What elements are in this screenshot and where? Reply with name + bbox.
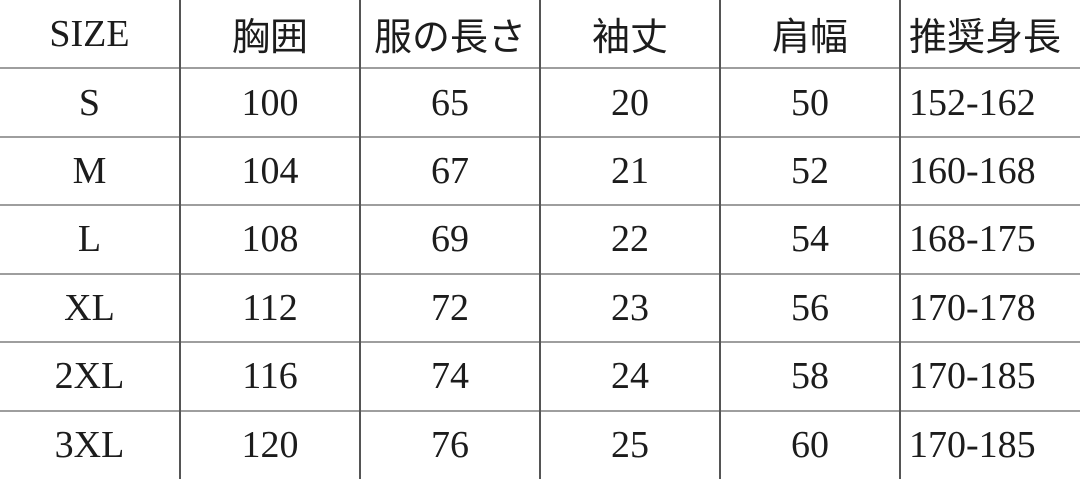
cell-recommended-height: 168-175 [899,204,1080,274]
header-sleeve-length: 袖丈 [539,0,720,69]
cell-shoulder-width: 50 [719,67,900,137]
table-row-s: S 100 65 20 50 152-162 [0,67,1080,137]
cell-size: S [0,67,180,137]
cell-shoulder-width: 54 [719,204,900,274]
cell-chest: 100 [179,67,360,137]
cell-recommended-height: 152-162 [899,67,1080,137]
table-header-row: SIZE 胸囲 服の長さ 袖丈 肩幅 推奨身長 [0,0,1080,69]
cell-size: 2XL [0,341,180,411]
cell-chest: 104 [179,135,360,206]
cell-shoulder-width: 58 [719,341,900,411]
cell-recommended-height: 170-185 [899,341,1080,411]
cell-chest: 120 [179,409,360,479]
header-shoulder-width: 肩幅 [719,0,900,69]
cell-recommended-height: 170-185 [899,409,1080,479]
header-size: SIZE [49,12,130,55]
cell-garment-length: 69 [359,204,540,274]
cell-recommended-height: 170-178 [899,272,1080,343]
cell-size: M [0,135,180,206]
cell-sleeve-length: 24 [539,341,720,411]
header-recommended-height: 推奨身長 [899,0,1080,69]
cell-chest: 116 [179,341,360,411]
cell-shoulder-width: 60 [719,409,900,479]
cell-size: 3XL [0,409,180,479]
cell-size: L [0,204,180,274]
cell-sleeve-length: 23 [539,272,720,343]
cell-garment-length: 67 [359,135,540,206]
cell-sleeve-length: 25 [539,409,720,479]
cell-shoulder-width: 56 [719,272,900,343]
cell-sleeve-length: 20 [539,67,720,137]
cell-garment-length: 74 [359,341,540,411]
cell-sleeve-length: 22 [539,204,720,274]
table-row-m: M 104 67 21 52 160-168 [0,135,1080,206]
table-row-3xl: 3XL 120 76 25 60 170-185 [0,409,1080,479]
table-row-2xl: 2XL 116 74 24 58 170-185 [0,341,1080,411]
table-row-xl: XL 112 72 23 56 170-178 [0,272,1080,343]
cell-garment-length: 76 [359,409,540,479]
cell-chest: 108 [179,204,360,274]
table-row-l: L 108 69 22 54 168-175 [0,204,1080,274]
cell-garment-length: 65 [359,67,540,137]
cell-garment-length: 72 [359,272,540,343]
cell-chest: 112 [179,272,360,343]
cell-sleeve-length: 21 [539,135,720,206]
cell-shoulder-width: 52 [719,135,900,206]
cell-size: XL [0,272,180,343]
cell-recommended-height: 160-168 [899,135,1080,206]
header-chest: 胸囲 [179,0,360,69]
header-garment-length: 服の長さ [359,0,540,69]
